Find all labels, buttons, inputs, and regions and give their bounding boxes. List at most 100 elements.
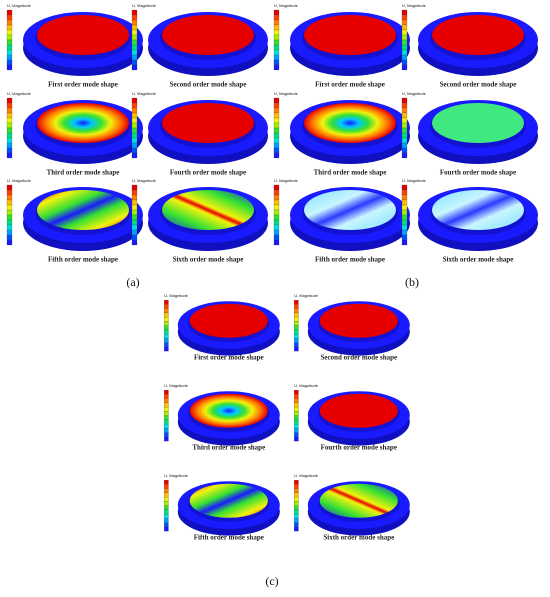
disc-face xyxy=(162,103,254,143)
disc-face xyxy=(304,103,396,143)
mode-caption: Fifth order mode shape xyxy=(315,256,385,264)
legend-swatch xyxy=(164,390,169,395)
legend-swatch xyxy=(164,501,169,506)
legend-swatch xyxy=(164,513,169,519)
legend-swatch xyxy=(131,107,138,114)
disc-face xyxy=(189,483,268,518)
legend-swatch xyxy=(294,398,299,403)
disc-face xyxy=(304,15,396,55)
legend-title: U, Magnitude xyxy=(402,91,427,96)
legend-title: U, Magnitude xyxy=(294,473,319,478)
legend-swatch xyxy=(164,484,169,489)
legend-swatch xyxy=(294,432,299,437)
legend-swatch xyxy=(164,334,169,339)
legend-swatch xyxy=(294,312,299,318)
legend-swatch xyxy=(401,142,408,149)
legend-swatch xyxy=(6,54,13,61)
legend-swatch xyxy=(131,24,138,31)
legend-swatch xyxy=(164,346,169,352)
legend-swatch xyxy=(273,44,280,51)
legend-swatch xyxy=(131,234,138,241)
legend-swatch xyxy=(401,122,408,129)
legend-swatch xyxy=(294,342,299,347)
disc-face xyxy=(189,303,268,338)
mode-cell: U, Magnitude Second order mode shape xyxy=(401,3,538,89)
disc-face xyxy=(432,15,524,55)
legend-swatch xyxy=(164,300,169,305)
mode-cell: U, Magnitude First order mode shape xyxy=(273,3,410,89)
legend-swatch xyxy=(273,97,280,104)
legend-swatch xyxy=(273,24,280,31)
legend-swatch xyxy=(164,518,169,523)
legend-swatch xyxy=(6,29,13,36)
legend-swatch xyxy=(131,239,138,246)
legend-swatch xyxy=(273,34,280,41)
legend-swatch xyxy=(273,184,280,191)
legend-swatch xyxy=(164,526,169,532)
legend-swatch xyxy=(273,64,280,71)
disc-face xyxy=(189,393,268,428)
legend-swatch xyxy=(6,59,13,66)
legend-swatch xyxy=(294,407,299,412)
legend-swatch xyxy=(6,49,13,56)
mode-cell: U, Magnitude Sixth order mode shape xyxy=(401,178,538,264)
legend-swatch xyxy=(131,9,138,16)
legend-swatch xyxy=(273,142,280,149)
mode-caption: First order mode shape xyxy=(315,81,385,89)
mode-caption: Third order mode shape xyxy=(47,169,120,177)
mode-cell: U, Magnitude Fourth order mode shape xyxy=(294,383,410,452)
legend-title: U, Magnitude xyxy=(274,3,299,8)
legend-swatch xyxy=(164,325,169,330)
mode-caption: Sixth order mode shape xyxy=(323,534,394,542)
legend-swatch xyxy=(164,398,169,403)
legend-swatch xyxy=(294,480,299,485)
legend-swatch xyxy=(401,64,408,71)
legend-swatch xyxy=(164,321,169,326)
legend-swatch xyxy=(401,209,408,216)
legend-swatch xyxy=(164,411,169,416)
legend-swatch xyxy=(164,480,169,485)
mode-caption: Fourth order mode shape xyxy=(170,169,246,177)
legend-swatch xyxy=(6,219,13,226)
legend-swatch xyxy=(401,137,408,144)
legend-swatch xyxy=(164,497,169,502)
legend-swatch xyxy=(6,184,13,191)
legend-swatch xyxy=(294,501,299,506)
legend-swatch xyxy=(6,102,13,109)
legend-swatch xyxy=(401,14,408,21)
mode-caption: Second order mode shape xyxy=(440,81,517,89)
legend-swatch xyxy=(131,64,138,71)
legend-title: U, Magnitude xyxy=(402,178,427,183)
legend-swatch xyxy=(6,224,13,231)
mode-cell: U, Magnitude First order mode shape xyxy=(6,3,143,89)
mode-cell: U, Magnitude Fifth order mode shape xyxy=(6,178,143,264)
legend-swatch xyxy=(164,432,169,437)
legend-swatch xyxy=(401,152,408,159)
legend-swatch xyxy=(164,312,169,318)
legend-swatch xyxy=(6,199,13,206)
legend-swatch xyxy=(131,59,138,66)
legend-swatch xyxy=(401,19,408,26)
legend-swatch xyxy=(294,338,299,343)
legend-swatch xyxy=(294,334,299,339)
legend-swatch xyxy=(401,194,408,201)
legend-swatch xyxy=(401,107,408,114)
mode-caption: Fifth order mode shape xyxy=(194,534,264,542)
mode-caption: Fourth order mode shape xyxy=(440,169,516,177)
legend-swatch xyxy=(131,117,138,124)
legend-swatch xyxy=(401,224,408,231)
legend-swatch xyxy=(401,54,408,61)
legend-swatch xyxy=(294,317,299,322)
disc-face xyxy=(319,483,398,518)
legend-swatch xyxy=(273,14,280,21)
legend-swatch xyxy=(6,122,13,129)
legend-swatch xyxy=(164,407,169,412)
legend-swatch xyxy=(164,308,169,313)
legend-swatch xyxy=(273,147,280,154)
legend-swatch xyxy=(6,214,13,221)
legend-swatch xyxy=(273,102,280,109)
legend-swatch xyxy=(164,338,169,343)
legend-swatch xyxy=(294,488,299,493)
mode-caption: Sixth order mode shape xyxy=(443,256,514,264)
legend-swatch xyxy=(294,419,299,425)
